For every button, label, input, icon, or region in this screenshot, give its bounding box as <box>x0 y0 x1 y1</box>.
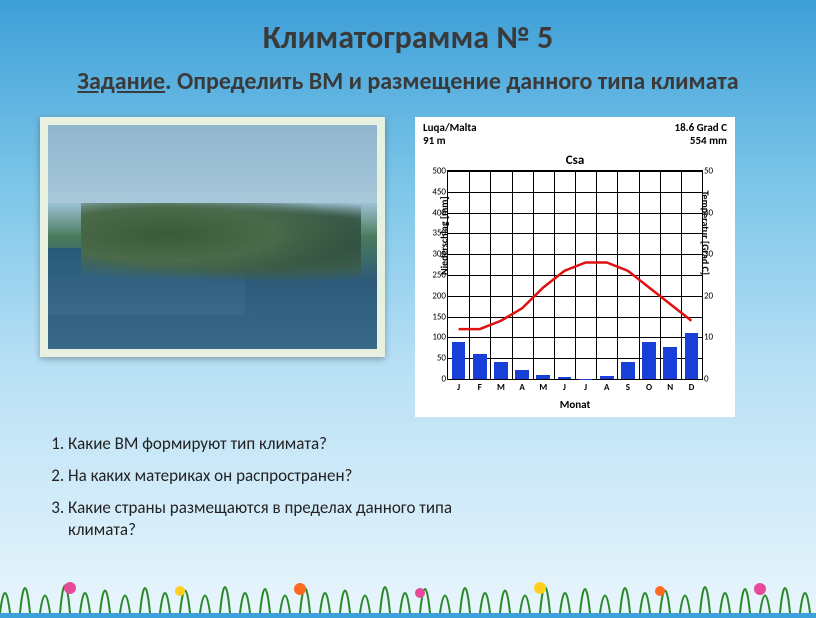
climate-chart: Luqa/Malta 91 m 18.6 Grad C 554 mm Csa N… <box>415 117 735 417</box>
ytick-left: 200 <box>424 290 446 301</box>
precip-bar <box>621 362 635 379</box>
station-name: Luqa/Malta <box>423 121 477 134</box>
slide-subtitle: Задание. Определить ВМ и размещение данн… <box>40 65 776 99</box>
chart-header: Luqa/Malta 91 m 18.6 Grad C 554 mm <box>423 121 727 147</box>
precip-bar <box>600 376 614 379</box>
ytick-left: 250 <box>424 269 446 280</box>
slide-title: Климатограмма № 5 <box>40 18 776 57</box>
ytick-left: 450 <box>424 186 446 197</box>
grid-line <box>681 171 682 379</box>
question-item: Какие ВМ формируют тип климата? <box>68 433 460 455</box>
grid-line <box>512 171 513 379</box>
precip-bar <box>536 375 550 379</box>
questions-block: Какие ВМ формируют тип климата? На каких … <box>40 433 460 541</box>
question-list: Какие ВМ формируют тип климата? На каких … <box>40 433 460 541</box>
question-item: Какие страны размещаются в пределах данн… <box>68 497 460 541</box>
x-axis-label: Monat <box>423 398 727 411</box>
ytick-right: 10 <box>704 332 722 343</box>
ytick-right: 0 <box>704 373 722 384</box>
grid-line <box>469 171 470 379</box>
station-elevation: 91 m <box>423 134 477 147</box>
chart-climate-info: 18.6 Grad C 554 mm <box>675 121 727 147</box>
left-column <box>40 117 385 357</box>
chart-classification: Csa <box>423 153 727 168</box>
ytick-left: 100 <box>424 332 446 343</box>
precip-bar <box>685 333 699 379</box>
avg-temp: 18.6 Grad C <box>675 121 727 134</box>
ytick-left: 350 <box>424 228 446 239</box>
chart-station-info: Luqa/Malta 91 m <box>423 121 477 147</box>
xtick-month: F <box>478 382 482 393</box>
grid-line <box>596 171 597 379</box>
grid-line <box>554 171 555 379</box>
xtick-month: J <box>563 382 566 393</box>
ytick-left: 150 <box>424 311 446 322</box>
landscape-photo <box>40 117 385 357</box>
photo-water <box>48 248 245 315</box>
slide: Климатограмма № 5 Задание. Определить ВМ… <box>0 0 816 613</box>
ytick-left: 500 <box>424 165 446 176</box>
grid-line <box>617 171 618 379</box>
ytick-right: 50 <box>704 165 722 176</box>
task-text: . Определить ВМ и размещение данного тип… <box>165 67 738 96</box>
precip-bar <box>452 342 466 379</box>
xtick-month: J <box>457 382 460 393</box>
grid-line <box>660 171 661 379</box>
grass-decoration <box>0 543 816 613</box>
xtick-month: A <box>604 382 609 393</box>
grid-line <box>448 379 702 380</box>
ytick-right: 20 <box>704 290 722 301</box>
content-row: Luqa/Malta 91 m 18.6 Grad C 554 mm Csa N… <box>40 117 776 417</box>
ytick-left: 0 <box>424 373 446 384</box>
ytick-left: 400 <box>424 207 446 218</box>
annual-precip: 554 mm <box>675 134 727 147</box>
xtick-month: J <box>584 382 587 393</box>
precip-bar <box>473 354 487 379</box>
grid-line <box>639 171 640 379</box>
task-label: Задание <box>77 67 165 96</box>
chart-plot-area: Niederschlag [mm] Temperatur [Grad C] 05… <box>447 170 703 380</box>
xtick-month: S <box>626 382 630 393</box>
ytick-left: 300 <box>424 249 446 260</box>
xtick-month: M <box>539 382 547 393</box>
precip-bar <box>663 347 677 379</box>
ytick-right: 30 <box>704 249 722 260</box>
grid-line <box>490 171 491 379</box>
question-item: На каких материках он распространен? <box>68 465 460 487</box>
xtick-month: A <box>519 382 524 393</box>
precip-bar <box>494 362 508 379</box>
grid-line <box>575 171 576 379</box>
precip-bar <box>642 342 656 379</box>
precip-bar <box>558 377 572 379</box>
xtick-month: D <box>689 382 695 393</box>
precip-bar <box>515 370 529 379</box>
xtick-month: N <box>667 382 673 393</box>
ytick-right: 40 <box>704 207 722 218</box>
grid-line <box>533 171 534 379</box>
xtick-month: O <box>646 382 652 393</box>
xtick-month: M <box>497 382 505 393</box>
ytick-left: 50 <box>424 353 446 364</box>
